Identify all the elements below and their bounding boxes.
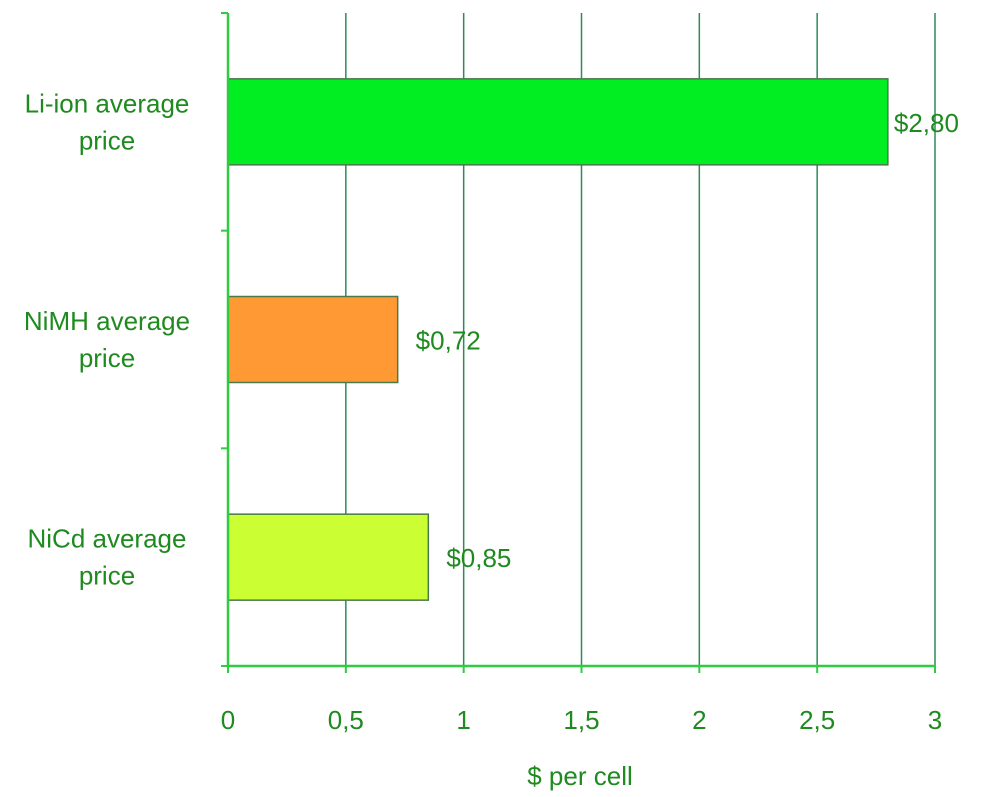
x-tick-label: 1 [456, 705, 470, 735]
bar [227, 295, 399, 384]
x-tick-label: 1,5 [563, 705, 599, 735]
x-tick-label: 2,5 [799, 705, 835, 735]
labels: 0 0,5 1 1,5 2 2,5 3 $2,80 Li-ion average price $0,… [24, 88, 959, 735]
x-axis-title: $ per cell [527, 761, 633, 791]
x-tick-label: 0,5 [328, 705, 364, 735]
x-tick-label: 3 [928, 705, 942, 735]
axes [221, 12, 936, 673]
category-label: NiMH average price [24, 306, 190, 373]
category-label: Li-ion average price [25, 88, 190, 155]
data-label: $0,72 [416, 326, 481, 356]
data-label: $0,85 [446, 543, 511, 573]
data-label: $2,80 [894, 108, 959, 138]
x-tick-label: 2 [692, 705, 706, 735]
bar [227, 78, 889, 166]
bars [227, 78, 889, 601]
bar [227, 513, 430, 601]
category-label: NiCd average price [28, 524, 187, 591]
x-tick-label: 0 [221, 705, 235, 735]
